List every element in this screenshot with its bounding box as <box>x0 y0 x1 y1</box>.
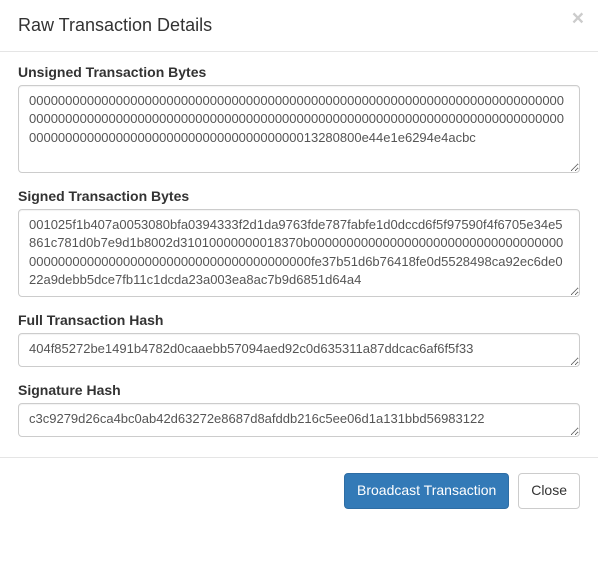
broadcast-transaction-button[interactable]: Broadcast Transaction <box>344 473 509 509</box>
raw-transaction-modal: Raw Transaction Details × Unsigned Trans… <box>0 0 598 524</box>
signature-hash-field[interactable] <box>18 403 580 437</box>
modal-body: Unsigned Transaction Bytes Signed Transa… <box>0 52 598 457</box>
unsigned-bytes-field[interactable] <box>18 85 580 173</box>
modal-header: Raw Transaction Details × <box>0 0 598 52</box>
signed-bytes-group: Signed Transaction Bytes <box>18 188 580 300</box>
close-button[interactable]: Close <box>518 473 580 509</box>
full-hash-field[interactable] <box>18 333 580 367</box>
signature-hash-group: Signature Hash <box>18 382 580 440</box>
unsigned-bytes-label: Unsigned Transaction Bytes <box>18 64 580 80</box>
signed-bytes-label: Signed Transaction Bytes <box>18 188 580 204</box>
close-icon[interactable]: × <box>572 8 584 29</box>
unsigned-bytes-group: Unsigned Transaction Bytes <box>18 64 580 176</box>
modal-title: Raw Transaction Details <box>18 13 580 38</box>
signature-hash-label: Signature Hash <box>18 382 580 398</box>
signed-bytes-field[interactable] <box>18 209 580 297</box>
full-hash-group: Full Transaction Hash <box>18 312 580 370</box>
modal-footer: Broadcast Transaction Close <box>0 457 598 524</box>
full-hash-label: Full Transaction Hash <box>18 312 580 328</box>
